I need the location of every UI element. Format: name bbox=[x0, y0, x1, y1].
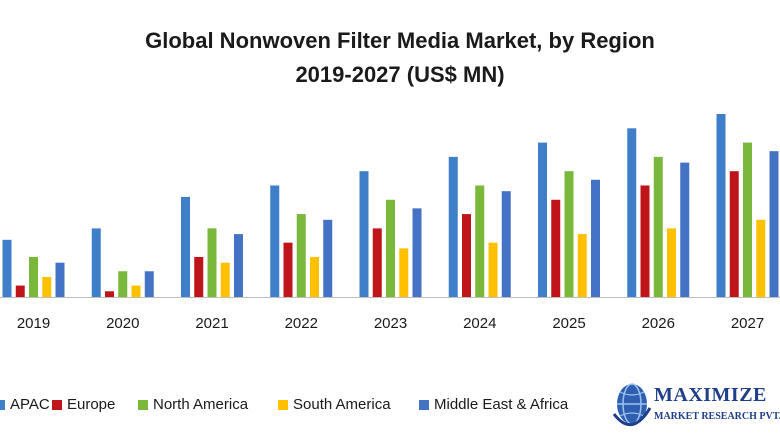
legend-item-europe: Europe bbox=[52, 396, 115, 413]
bar-south-america-2019 bbox=[42, 276, 52, 297]
x-tick-label-2023: 2023 bbox=[374, 315, 407, 332]
bar-middle-east-africa-2019 bbox=[55, 262, 65, 297]
bar-apac-2024 bbox=[448, 156, 458, 297]
x-tick-label-2019: 2019 bbox=[17, 315, 50, 332]
bar-europe-2021 bbox=[194, 256, 204, 297]
legend-swatch-middle-east-africa bbox=[419, 399, 429, 410]
bar-north-america-2027 bbox=[743, 142, 752, 297]
bar-apac-2025 bbox=[538, 142, 547, 297]
bar-middle-east-africa-2023 bbox=[412, 208, 422, 297]
x-tick-label-2022: 2022 bbox=[285, 315, 318, 332]
x-tick-label-2025: 2025 bbox=[552, 315, 585, 332]
bar-south-america-2022 bbox=[310, 256, 319, 297]
x-tick-label-2020: 2020 bbox=[106, 315, 139, 332]
bar-south-america-2027 bbox=[756, 219, 766, 297]
bar-south-america-2021 bbox=[220, 262, 230, 297]
bar-apac-2019 bbox=[2, 239, 12, 297]
logo-name: MAXIMIZE bbox=[654, 384, 767, 406]
legend-label-apac: APAC bbox=[10, 396, 50, 413]
bar-north-america-2026 bbox=[653, 156, 663, 297]
chart-title: Global Nonwoven Filter Media Market, by … bbox=[0, 24, 780, 92]
bar-north-america-2019 bbox=[29, 256, 38, 297]
x-tick-label-2026: 2026 bbox=[642, 315, 675, 332]
bar-middle-east-africa-2020 bbox=[144, 271, 154, 297]
bar-north-america-2021 bbox=[207, 228, 217, 298]
bar-south-america-2025 bbox=[577, 234, 587, 297]
bar-north-america-2024 bbox=[475, 185, 485, 297]
legend-item-north-america: North America bbox=[138, 396, 248, 413]
bar-europe-2025 bbox=[551, 199, 561, 297]
x-tick-label-2024: 2024 bbox=[463, 315, 496, 332]
bar-apac-2027 bbox=[716, 114, 726, 297]
bar-apac-2020 bbox=[91, 228, 101, 298]
bar-europe-2022 bbox=[283, 242, 293, 297]
legend-label-north-america: North America bbox=[153, 396, 249, 413]
bar-europe-2026 bbox=[640, 185, 650, 297]
bar-south-america-2026 bbox=[667, 228, 676, 298]
legend-item-apac: APAC bbox=[0, 396, 50, 413]
bar-north-america-2025 bbox=[564, 171, 574, 297]
bar-europe-2020 bbox=[105, 291, 114, 297]
bar-apac-2022 bbox=[270, 185, 280, 297]
bar-south-america-2020 bbox=[131, 285, 141, 297]
legend-swatch-south-america bbox=[278, 399, 288, 410]
bar-middle-east-africa-2022 bbox=[323, 219, 333, 297]
bar-apac-2026 bbox=[627, 128, 637, 297]
legend-swatch-apac bbox=[0, 399, 5, 410]
legend-swatch-north-america bbox=[138, 399, 148, 410]
bar-apac-2023 bbox=[359, 171, 369, 297]
bar-europe-2023 bbox=[372, 228, 382, 298]
bar-middle-east-africa-2025 bbox=[591, 179, 600, 297]
chart-title-line-1: Global Nonwoven Filter Media Market, by … bbox=[145, 28, 655, 53]
bar-north-america-2020 bbox=[118, 271, 128, 297]
legend-label-europe: Europe bbox=[67, 396, 116, 413]
bar-europe-2027 bbox=[729, 171, 739, 297]
x-tick-label-2027: 2027 bbox=[731, 315, 764, 332]
bar-north-america-2022 bbox=[296, 214, 306, 297]
bar-middle-east-africa-2021 bbox=[234, 234, 243, 297]
bar-north-america-2023 bbox=[386, 199, 395, 297]
bar-apac-2021 bbox=[181, 196, 190, 297]
legend-swatch-europe bbox=[52, 399, 62, 410]
x-tick-label-2021: 2021 bbox=[195, 315, 228, 332]
legend-label-middle-east-africa: Middle East & Africa bbox=[434, 396, 569, 413]
legend-label-south-america: South America bbox=[293, 396, 391, 413]
bar-middle-east-africa-2026 bbox=[680, 162, 690, 297]
bar-middle-east-africa-2024 bbox=[501, 191, 511, 297]
bar-europe-2024 bbox=[462, 214, 471, 297]
bar-europe-2019 bbox=[15, 285, 25, 297]
bar-south-america-2023 bbox=[399, 248, 409, 297]
globe-icon bbox=[612, 383, 652, 426]
legend-item-south-america: South America bbox=[278, 396, 391, 413]
bar-south-america-2024 bbox=[488, 242, 498, 297]
chart-title-line-2: 2019-2027 (US$ MN) bbox=[295, 62, 505, 87]
logo-subtitle: MARKET RESEARCH PVT. LT bbox=[654, 411, 780, 422]
company-logo: MAXIMIZE MARKET RESEARCH PVT. LT bbox=[612, 378, 780, 440]
bar-chart: 2019 2020 2021 2022 2023 2024 2025 2026 2027 bbox=[0, 114, 780, 332]
bar-middle-east-africa-2027 bbox=[769, 151, 779, 297]
legend-item-middle-east-africa: Middle East & Africa bbox=[419, 396, 568, 413]
